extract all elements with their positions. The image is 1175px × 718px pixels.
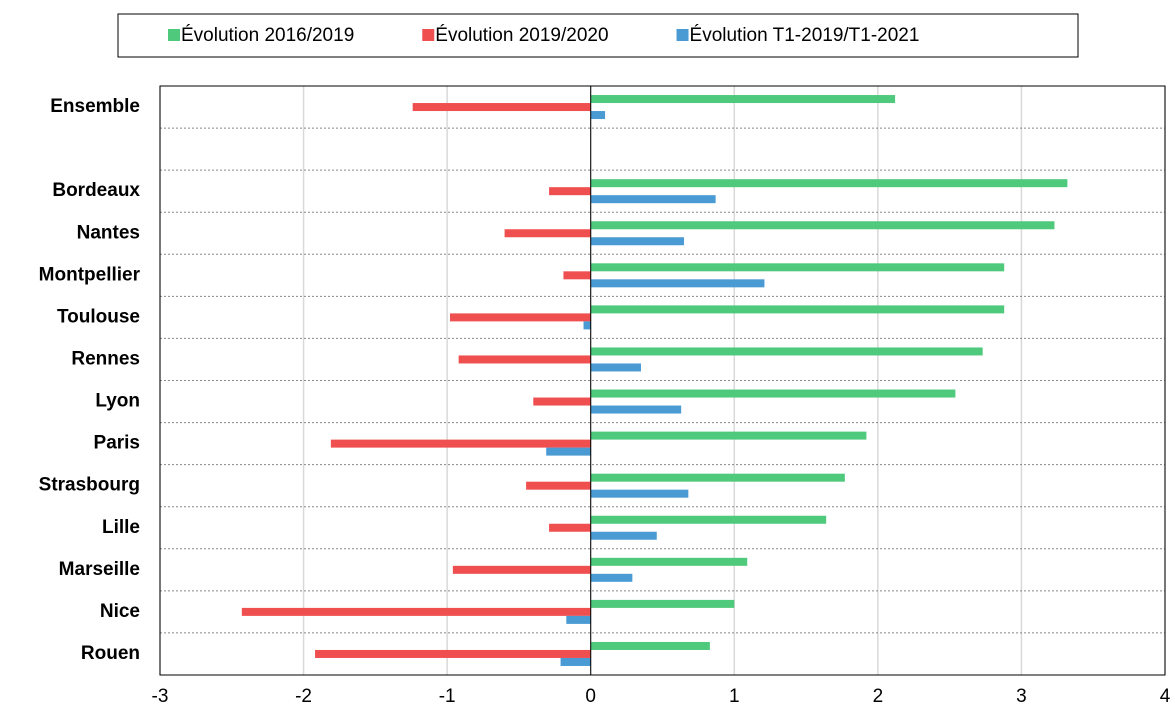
bar xyxy=(315,649,591,658)
bar xyxy=(590,599,735,608)
bar xyxy=(450,313,591,322)
x-tick-label: -3 xyxy=(152,686,169,707)
y-tick-label: Montpellier xyxy=(39,264,141,285)
bar xyxy=(590,179,1068,188)
y-tick-label: Lille xyxy=(102,517,140,538)
y-tick-label: Paris xyxy=(94,433,140,454)
y-tick-label: Nice xyxy=(100,601,140,622)
bar xyxy=(330,439,591,448)
bar xyxy=(563,271,591,280)
y-tick-label: Bordeaux xyxy=(52,180,140,201)
x-tick-label: 4 xyxy=(1160,686,1171,707)
x-tick-label: -2 xyxy=(295,686,312,707)
legend-label: Évolution T1-2019/T1-2021 xyxy=(690,25,920,46)
bar xyxy=(590,279,765,288)
bar xyxy=(590,111,606,120)
legend-box xyxy=(117,13,1079,58)
legend-label: Évolution 2016/2019 xyxy=(181,25,354,46)
bar xyxy=(590,431,867,440)
bar xyxy=(590,489,689,498)
bar xyxy=(590,557,748,566)
bar xyxy=(590,263,1005,272)
y-tick-label: Rennes xyxy=(71,348,140,369)
bar xyxy=(526,481,591,490)
bar xyxy=(549,187,591,196)
bar xyxy=(590,389,956,398)
x-tick-label: -1 xyxy=(439,686,456,707)
bar xyxy=(590,95,896,104)
bar xyxy=(560,657,591,666)
bar xyxy=(533,397,591,406)
bar xyxy=(590,347,983,356)
bar xyxy=(590,641,710,650)
y-tick-label: Nantes xyxy=(77,222,140,243)
bar xyxy=(504,229,591,238)
bar xyxy=(590,363,641,372)
bar xyxy=(590,221,1055,230)
bar xyxy=(566,615,591,624)
bar xyxy=(590,473,845,482)
x-tick-label: 3 xyxy=(1016,686,1027,707)
x-tick-label: 1 xyxy=(729,686,740,707)
bar xyxy=(590,515,827,524)
bar xyxy=(452,565,591,574)
bar xyxy=(590,195,716,204)
x-tick-label: 2 xyxy=(873,686,884,707)
bar xyxy=(458,355,591,364)
bar xyxy=(412,103,591,112)
bar xyxy=(241,607,591,616)
bar xyxy=(583,321,591,330)
y-tick-label: Toulouse xyxy=(57,306,140,327)
x-tick-label: 0 xyxy=(585,686,596,707)
bar xyxy=(590,237,685,246)
legend-label: Évolution 2019/2020 xyxy=(435,25,608,46)
y-tick-label: Strasbourg xyxy=(39,475,140,496)
bar xyxy=(590,573,633,582)
y-tick-label: Lyon xyxy=(95,391,140,412)
bar xyxy=(590,305,1005,314)
bar xyxy=(546,447,591,456)
y-tick-label: Ensemble xyxy=(50,96,140,117)
bar xyxy=(590,405,682,414)
legend-swatch xyxy=(676,29,689,41)
y-tick-label: Marseille xyxy=(59,559,140,580)
legend-swatch xyxy=(168,29,180,41)
bar xyxy=(590,531,657,540)
legend-swatch xyxy=(422,29,435,41)
bar xyxy=(549,523,591,532)
plot-frame xyxy=(159,85,1166,676)
y-tick-label: Rouen xyxy=(81,643,140,664)
